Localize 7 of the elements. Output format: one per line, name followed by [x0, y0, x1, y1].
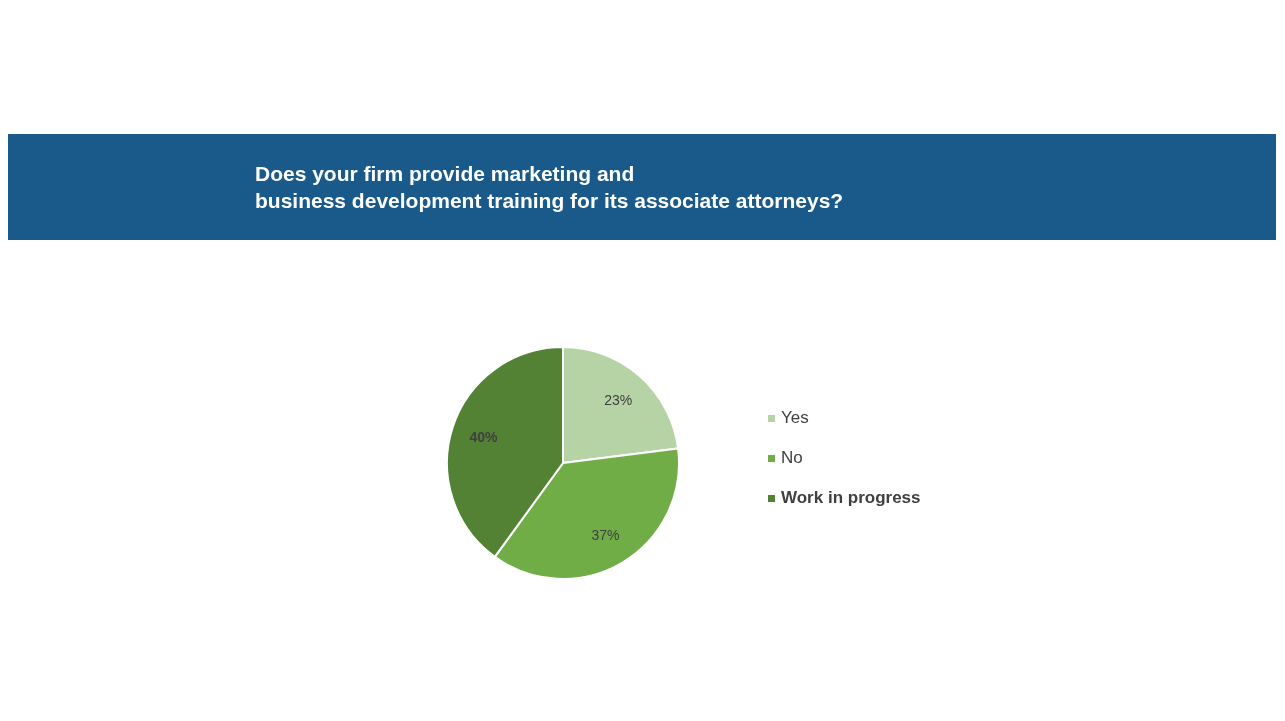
- data-label: 37%: [591, 526, 620, 543]
- data-label: 40%: [469, 429, 499, 446]
- legend-label: No: [781, 448, 803, 468]
- legend-label: Work in progress: [781, 488, 921, 508]
- chart-title: Does your firm provide marketing and business development training for its associate attorneys?: [255, 161, 844, 214]
- legend-label: Yes: [781, 408, 809, 428]
- data-label: 23%: [604, 392, 633, 409]
